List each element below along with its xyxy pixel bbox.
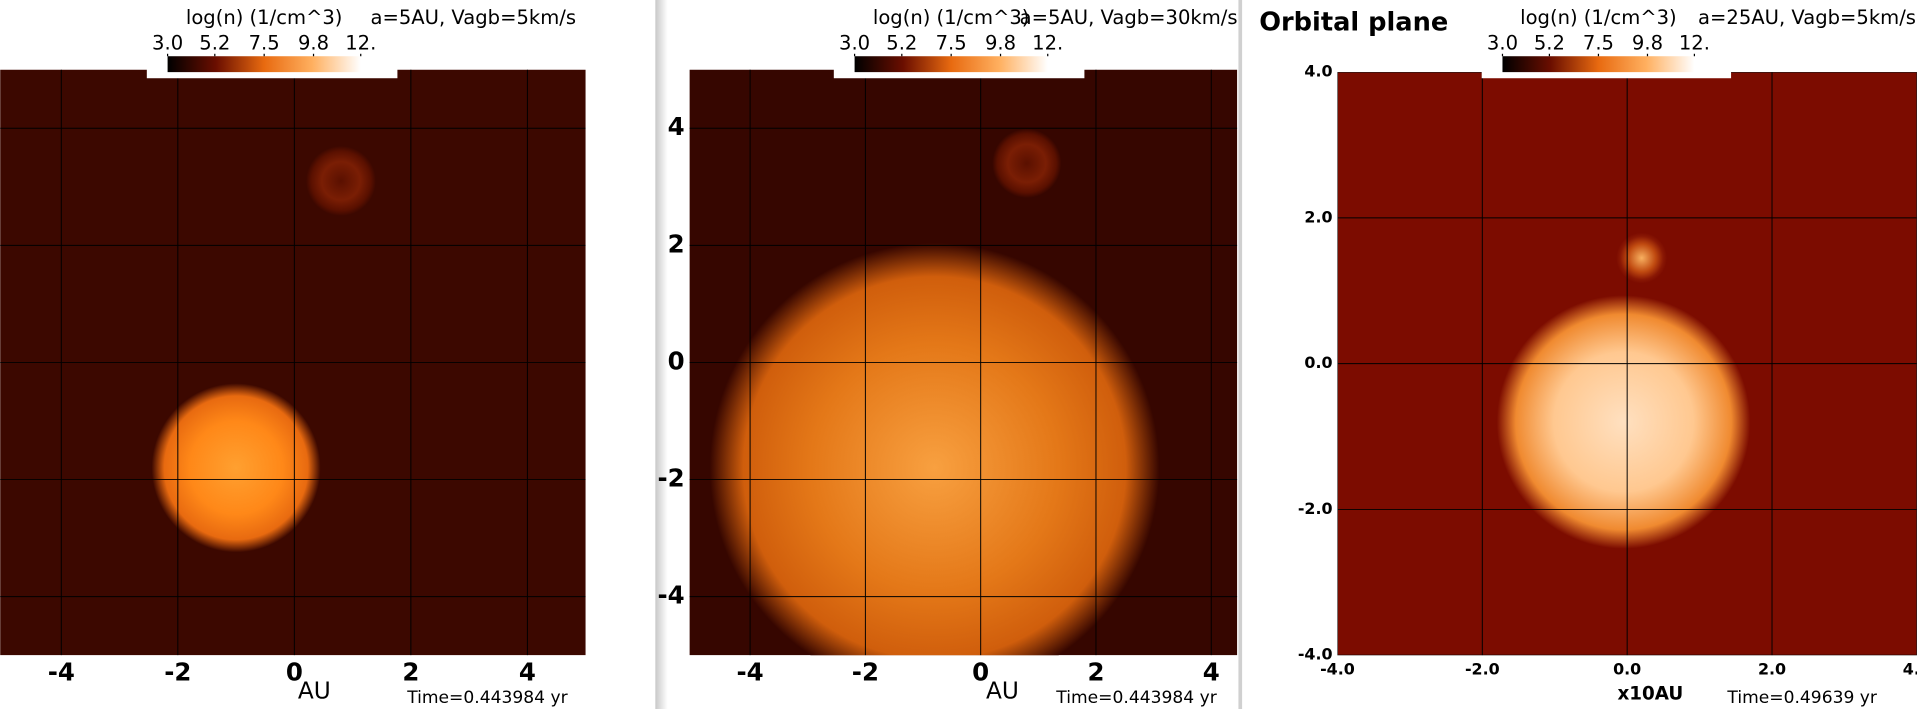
x-axis-label: AU	[986, 677, 1019, 704]
colorbar-label: log(n) (1/cm^3)	[1520, 6, 1677, 29]
chart-title: a=5AU, Vagb=5km/s	[371, 6, 576, 29]
density-feature	[1616, 232, 1667, 284]
x-tick-label: 0	[972, 658, 989, 687]
colorbar-tick-label: 9.8	[985, 32, 1016, 55]
colorbar-tick-label: 12.	[345, 32, 376, 55]
x-tick-label: -2.0	[1465, 659, 1500, 678]
colorbar-tick-label: 3.0	[839, 32, 870, 55]
x-tick-label: -4.0	[1320, 659, 1355, 678]
x-axis-label: x10AU	[1617, 683, 1683, 704]
y-tick-label: -2	[658, 464, 685, 493]
colorbar	[167, 56, 361, 73]
chart-title: a=5AU, Vagb=30km/s	[1020, 6, 1238, 29]
colorbar-tick-label: 3.0	[152, 32, 183, 55]
y-tick-label: 2.0	[1304, 207, 1332, 226]
colorbar-tick-label: 3.0	[1487, 32, 1518, 55]
y-tick-label: -2.0	[1298, 499, 1333, 518]
x-tick-label: 0.0	[1613, 659, 1641, 678]
x-tick-label: -4	[737, 658, 764, 687]
y-tick-label: 4	[668, 112, 685, 141]
colorbar-tick-label: 5.2	[886, 32, 917, 55]
colorbar-tick-label: 5.2	[199, 32, 230, 55]
x-tick-label: -4	[48, 658, 75, 687]
colorbar-label: log(n) (1/cm^3)	[186, 6, 343, 29]
y-tick-label: 0	[668, 346, 685, 375]
colorbar	[1502, 56, 1695, 73]
x-tick-label: 2	[1087, 658, 1104, 687]
y-tick-label: 4.0	[1304, 62, 1332, 81]
density-feature	[709, 243, 1160, 656]
panel-label: Orbital plane	[1259, 8, 1448, 38]
plot-area	[1337, 72, 1917, 656]
chart-title: a=25AU, Vagb=5km/s	[1698, 6, 1916, 29]
y-tick-label: 2	[668, 229, 685, 258]
x-tick-label: -2	[164, 658, 191, 687]
colorbar-tick-label: 9.8	[298, 32, 329, 55]
colorbar-label: log(n) (1/cm^3)	[873, 6, 1030, 29]
x-tick-label: 2.0	[1758, 659, 1786, 678]
density-feature	[151, 383, 321, 553]
time-annotation: Time=0.49639 yr	[1726, 688, 1878, 708]
panel-shadow	[655, 0, 668, 709]
colorbar-tick-label: 9.8	[1632, 32, 1663, 55]
density-feature	[1496, 295, 1751, 549]
time-annotation: Time=0.443984 yr	[406, 688, 568, 708]
x-tick-label: 4.0	[1903, 659, 1917, 678]
density-feature	[992, 128, 1062, 198]
colorbar-tick-label: 7.5	[1583, 32, 1614, 55]
y-tick-label: -4	[658, 581, 685, 610]
y-tick-label: -4.0	[1298, 645, 1333, 664]
colorbar-tick-label: 12.	[1679, 32, 1710, 55]
x-tick-label: 4	[1203, 658, 1220, 687]
x-tick-label: -2	[852, 658, 879, 687]
colorbar-tick-label: 7.5	[936, 32, 967, 55]
panel-divider	[1238, 0, 1243, 709]
colorbar-tick-label: 12.	[1032, 32, 1063, 55]
y-tick-label: 0.0	[1304, 353, 1332, 372]
density-feature	[306, 145, 376, 216]
time-annotation: Time=0.443984 yr	[1055, 688, 1217, 708]
x-tick-label: 2	[402, 658, 419, 687]
plot-area	[0, 69, 586, 656]
colorbar-tick-label: 7.5	[249, 32, 280, 55]
plot-area	[689, 69, 1238, 656]
colorbar-tick-label: 5.2	[1534, 32, 1565, 55]
x-tick-label: 0	[286, 658, 303, 687]
x-axis-label: AU	[298, 677, 331, 704]
colorbar	[854, 56, 1048, 73]
x-tick-label: 4	[519, 658, 536, 687]
